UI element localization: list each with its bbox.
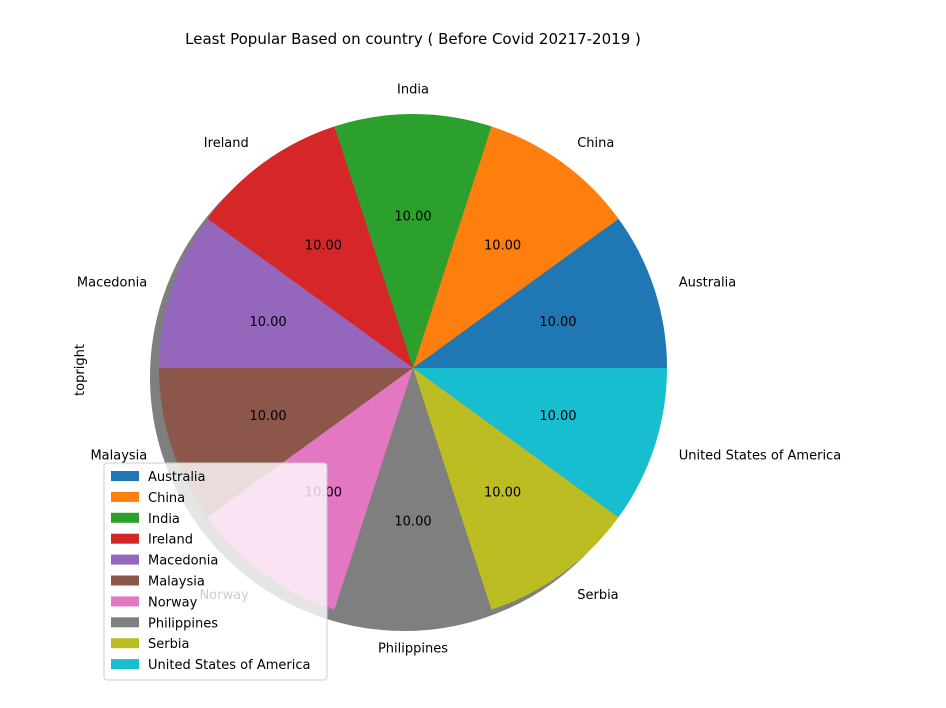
slice-serbia [413,368,619,610]
legend-swatch-ireland [111,533,139,544]
slice-india [334,114,492,368]
value-label-macedonia: 10.00 [249,315,286,330]
legend-swatch-norway [111,596,139,607]
value-label-china: 10.00 [484,239,521,254]
label-ireland: Ireland [204,136,249,151]
legend-label-ireland: Ireland [148,533,193,548]
legend-label-india: India [148,512,180,527]
legend-label-united-states-of-america: United States of America [148,658,310,673]
slice-united-states-of-america [413,368,667,518]
label-china: China [577,136,614,151]
value-label-malaysia: 10.00 [249,409,286,424]
y-axis-label: topright [73,344,88,396]
legend-swatch-india [111,512,139,523]
slice-australia [413,218,667,368]
legend-swatch-australia [111,471,139,481]
value-label-philippines: 10.00 [394,514,431,529]
legend-box [103,462,328,681]
label-serbia: Serbia [577,588,618,603]
slice-philippines [334,368,492,622]
legend-label-serbia: Serbia [148,637,189,652]
label-macedonia: Macedonia [77,276,147,291]
legend-label-macedonia: Macedonia [148,554,218,569]
value-label-united-states-of-america: 10.00 [539,409,576,424]
slice-macedonia [159,218,413,368]
value-label-ireland: 10.00 [305,239,342,254]
legend-label-malaysia: Malaysia [148,575,205,590]
legend-swatch-macedonia [111,554,139,565]
legend-label-philippines: Philippines [148,616,218,631]
label-india: India [397,83,429,98]
slice-labels: Australia China India Ireland Macedonia Malay… [77,83,841,657]
legend-label-norway: Norway [148,595,198,610]
legend-swatch-philippines [111,617,139,628]
chart-title: Least Popular Based on country ( Before … [185,30,641,48]
legend-swatch-malaysia [111,575,139,586]
legend-swatch-united-states-of-america [111,659,139,670]
label-united-states-of-america: United States of America [679,448,841,463]
legend-swatch-china [111,491,139,502]
label-philippines: Philippines [378,641,448,656]
label-australia: Australia [679,276,737,291]
label-malaysia: Malaysia [90,448,147,463]
legend-swatch-serbia [111,638,139,649]
legend-label-australia: Australia [148,470,206,485]
value-label-india: 10.00 [394,210,431,225]
legend: Australia China India Ireland Macedonia Malay… [103,462,328,681]
legend-label-china: China [148,491,185,506]
slice-ireland [207,126,413,369]
slice-china [413,126,619,369]
value-label-serbia: 10.00 [484,485,521,500]
value-label-australia: 10.00 [539,315,576,330]
